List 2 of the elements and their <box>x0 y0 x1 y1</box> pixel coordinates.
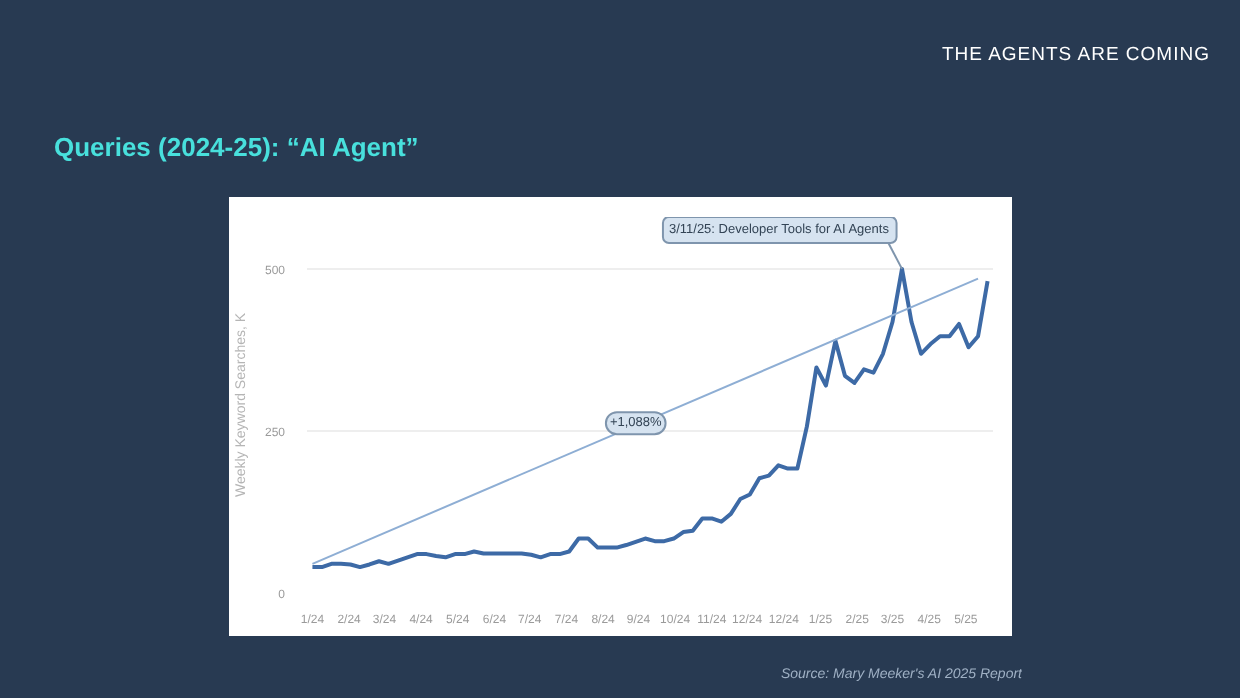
chart-title: Queries (2024-25): “AI Agent” <box>54 130 419 166</box>
text: THE AGENTS ARE COMING <box>941 42 1210 70</box>
